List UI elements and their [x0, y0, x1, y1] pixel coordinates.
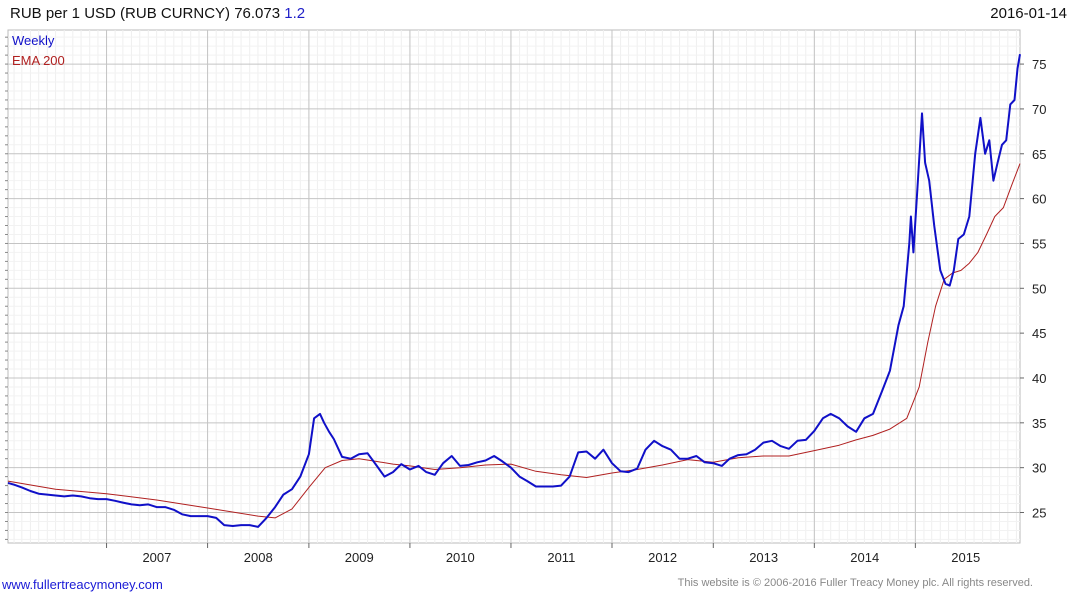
x-tick-label: 2013: [749, 550, 778, 565]
y-tick-label: 30: [1032, 461, 1046, 476]
y-tick-label: 45: [1032, 326, 1046, 341]
series-line-weekly: [7, 54, 1021, 528]
y-tick-label: 50: [1032, 281, 1046, 296]
x-tick-label: 2008: [244, 550, 273, 565]
x-tick-label: 2007: [142, 550, 171, 565]
x-tick-label: 2011: [547, 550, 575, 565]
x-tick-label: 2012: [648, 550, 677, 565]
y-tick-label: 75: [1032, 57, 1046, 72]
x-tick-label: 2014: [850, 550, 879, 565]
x-tick-label: 2009: [345, 550, 374, 565]
chart-title: RUB per 1 USD (RUB CURNCY) 76.073 1.2: [10, 5, 305, 22]
legend-weekly: Weekly: [12, 33, 55, 48]
y-tick-label: 65: [1032, 147, 1046, 162]
x-tick-label: 2015: [951, 550, 980, 565]
y-tick-label: 40: [1032, 371, 1046, 386]
x-tick-label: 2010: [446, 550, 475, 565]
legend-ema200: EMA 200: [12, 53, 65, 68]
copyright-text: This website is © 2006-2016 Fuller Treac…: [677, 577, 1033, 589]
title-text: RUB per 1 USD (RUB CURNCY) 76.073: [10, 5, 281, 22]
website-link[interactable]: www.fullertreacymoney.com: [2, 577, 163, 592]
plot-area: [7, 29, 1021, 544]
y-tick-label: 70: [1032, 102, 1046, 117]
y-tick-label: 35: [1032, 416, 1046, 431]
y-tick-label: 55: [1032, 236, 1046, 251]
y-tick-label: 25: [1032, 506, 1046, 521]
y-tick-label: 60: [1032, 192, 1046, 207]
chart-date: 2016-01-14: [990, 5, 1067, 22]
change-value: 1.2: [284, 5, 306, 22]
